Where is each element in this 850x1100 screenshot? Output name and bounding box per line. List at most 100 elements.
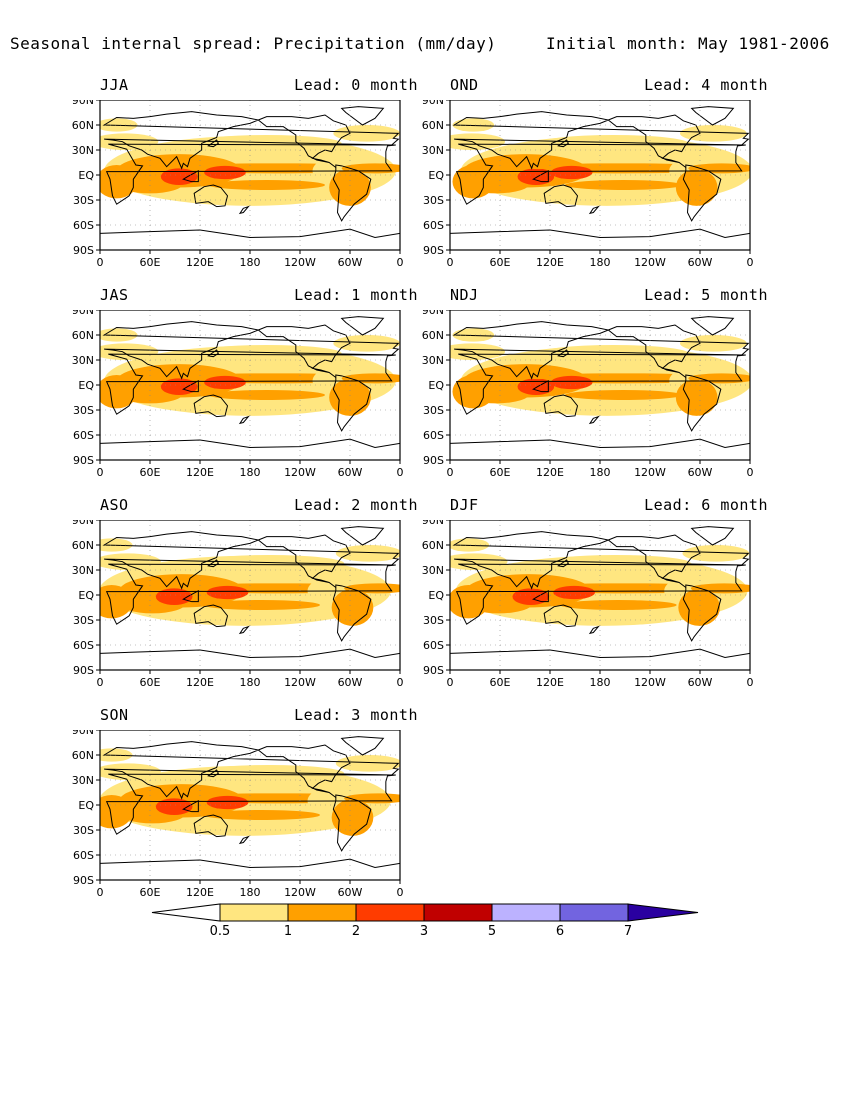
lon-tick-label: 60E bbox=[140, 256, 161, 269]
precip-contour bbox=[565, 180, 682, 190]
lon-tick-label: 0 bbox=[397, 466, 404, 479]
lon-tick-label: 60W bbox=[338, 676, 363, 689]
lon-tick-label: 60E bbox=[140, 676, 161, 689]
coastline bbox=[557, 349, 569, 358]
precip-contour bbox=[100, 375, 138, 409]
panel-season-label: DJF bbox=[450, 496, 479, 514]
lon-tick-label: 120E bbox=[186, 676, 214, 689]
coastline bbox=[543, 394, 579, 418]
lat-tick-label: EQ bbox=[78, 379, 94, 392]
coastline bbox=[207, 559, 219, 568]
lon-tick-label: 120E bbox=[186, 886, 214, 899]
lon-tick-label: 60E bbox=[490, 466, 511, 479]
coastline bbox=[543, 604, 579, 628]
lon-tick-label: 120E bbox=[536, 676, 564, 689]
precip-contour bbox=[194, 555, 345, 572]
coastline bbox=[340, 106, 385, 126]
lon-tick-label: 0 bbox=[447, 466, 454, 479]
coastline bbox=[102, 531, 400, 590]
map-panel-ond: OND Lead: 4 month bbox=[450, 76, 780, 266]
panel-lead-label: Lead: 1 month bbox=[294, 286, 418, 304]
coastline bbox=[588, 415, 600, 425]
lat-tick-label: 90N bbox=[72, 520, 94, 527]
lat-tick-label: EQ bbox=[428, 169, 444, 182]
lat-tick-label: 90S bbox=[73, 244, 94, 257]
coastline bbox=[452, 531, 750, 590]
precip-contour bbox=[550, 375, 593, 390]
coastline bbox=[182, 589, 199, 603]
coastline bbox=[607, 534, 701, 588]
colorbar-label: 7 bbox=[624, 924, 632, 939]
coastline bbox=[238, 205, 250, 215]
map-panel-son: SON Lead: 3 month bbox=[100, 706, 430, 896]
precip-contour bbox=[160, 378, 198, 395]
lon-tick-label: 120W bbox=[284, 676, 316, 689]
coastline bbox=[690, 316, 735, 336]
lat-tick-label: 90N bbox=[422, 520, 444, 527]
lat-tick-label: 90N bbox=[72, 100, 94, 107]
lat-tick-label: 60S bbox=[73, 429, 94, 442]
lat-tick-label: 60N bbox=[72, 749, 94, 762]
coastline bbox=[340, 316, 385, 336]
lon-tick-label: 120W bbox=[284, 886, 316, 899]
coastline bbox=[182, 799, 199, 813]
lon-tick-label: 180 bbox=[590, 466, 611, 479]
colorbar-label: 0.5 bbox=[210, 924, 231, 939]
initial-month-label: Initial month: May 1981-2006 bbox=[546, 34, 830, 53]
colorbar-label: 1 bbox=[284, 924, 292, 939]
precip-contour bbox=[206, 585, 249, 600]
panel-lead-label: Lead: 4 month bbox=[644, 76, 768, 94]
precip-contour bbox=[208, 390, 325, 400]
precip-contour bbox=[204, 375, 246, 390]
lon-tick-label: 120E bbox=[186, 256, 214, 269]
colorbar-label: 5 bbox=[488, 924, 496, 939]
coastline bbox=[607, 324, 701, 378]
lon-tick-label: 60E bbox=[140, 886, 161, 899]
lon-tick-label: 180 bbox=[240, 256, 261, 269]
precip-contour bbox=[100, 763, 161, 780]
coastline bbox=[340, 736, 385, 756]
precip-contour bbox=[565, 390, 682, 400]
precip-contour bbox=[333, 335, 400, 352]
precip-contour bbox=[450, 553, 508, 570]
precip-contour bbox=[208, 180, 325, 190]
lon-tick-label: 60W bbox=[688, 676, 713, 689]
coastline bbox=[532, 169, 549, 183]
coastline bbox=[238, 835, 250, 845]
map-panel-ndj: NDJ Lead: 5 month bbox=[450, 286, 780, 476]
lon-tick-label: 0 bbox=[747, 466, 754, 479]
lat-tick-label: EQ bbox=[428, 379, 444, 392]
panel-season-label: JJA bbox=[100, 76, 129, 94]
lon-tick-label: 60W bbox=[688, 466, 713, 479]
precip-contour bbox=[100, 553, 161, 570]
precip-contour bbox=[329, 169, 371, 206]
coastline bbox=[588, 625, 600, 635]
coastline bbox=[332, 794, 372, 852]
coastline bbox=[332, 374, 372, 432]
lat-tick-label: 60N bbox=[422, 539, 444, 552]
coastline bbox=[238, 625, 250, 635]
panel-season-label: SON bbox=[100, 706, 129, 724]
panel-lead-label: Lead: 2 month bbox=[294, 496, 418, 514]
lat-tick-label: EQ bbox=[78, 589, 94, 602]
coastline bbox=[690, 106, 735, 126]
map-panel-aso: ASO Lead: 2 month bbox=[100, 496, 430, 686]
lon-tick-label: 180 bbox=[240, 886, 261, 899]
coastline bbox=[340, 526, 385, 546]
coastline bbox=[532, 379, 549, 393]
precip-contour bbox=[100, 165, 138, 199]
precip-contour bbox=[335, 545, 400, 562]
lat-tick-label: 60N bbox=[422, 119, 444, 132]
precip-contour bbox=[512, 588, 550, 605]
lat-tick-label: 90N bbox=[72, 730, 94, 737]
lat-tick-label: 30N bbox=[72, 354, 94, 367]
lon-tick-label: 0 bbox=[447, 256, 454, 269]
coastline bbox=[100, 228, 400, 250]
lat-tick-label: EQ bbox=[78, 169, 94, 182]
lon-tick-label: 60W bbox=[338, 256, 363, 269]
coastline bbox=[452, 111, 750, 170]
coastline bbox=[557, 139, 569, 148]
